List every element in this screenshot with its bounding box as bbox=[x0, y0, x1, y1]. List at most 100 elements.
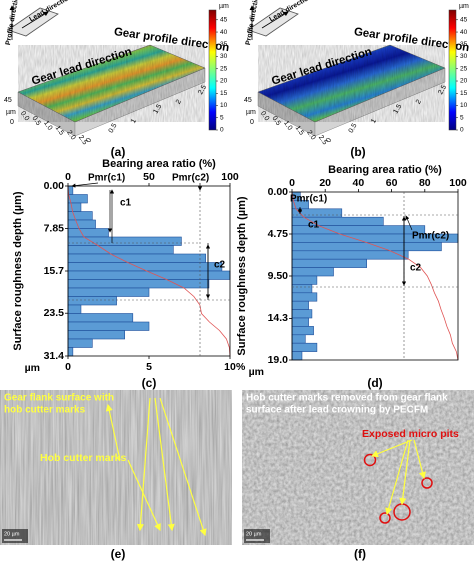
bar bbox=[291, 275, 318, 285]
x2-tick-label: 100 bbox=[221, 171, 239, 183]
annotation: c1 bbox=[120, 198, 132, 209]
z-max: 45 bbox=[244, 97, 252, 104]
y-tick-label: 0.5 bbox=[348, 122, 359, 134]
x2-tick-label: 0 bbox=[289, 177, 295, 189]
caption-line: surface after lead crowning by PECFM bbox=[246, 405, 428, 416]
bar bbox=[67, 219, 96, 229]
z-min: 0 bbox=[10, 119, 14, 126]
x-tick-label: 2.0 bbox=[305, 129, 316, 141]
x-tick-label: 1.5 bbox=[54, 125, 65, 137]
annotation-arrow bbox=[71, 182, 99, 188]
x-tick-label: 2.5 bbox=[77, 134, 88, 146]
bar bbox=[67, 296, 117, 306]
colorbar-tick-label: 45 bbox=[460, 17, 468, 24]
x-tick-label: 10 bbox=[224, 361, 236, 373]
x2-axis-title: Bearing area ratio (%) bbox=[328, 164, 442, 176]
y-tick-label: 9.50 bbox=[268, 270, 289, 282]
colorbar-tick-label: 35 bbox=[460, 41, 468, 48]
pit-marker bbox=[421, 477, 433, 489]
bar bbox=[291, 300, 309, 310]
bar bbox=[67, 304, 82, 314]
x2-tick-label: 0 bbox=[65, 171, 71, 183]
x-tick-label: 2.0 bbox=[65, 129, 76, 141]
bar bbox=[67, 287, 150, 297]
x2-tick-label: 100 bbox=[449, 177, 467, 189]
bar bbox=[291, 334, 306, 344]
marks-label: Hob cutter marks bbox=[40, 452, 127, 464]
colorbar-tick-label: 25 bbox=[220, 65, 228, 72]
surface-texture bbox=[258, 45, 445, 122]
x-tick-label: 0.0 bbox=[259, 110, 270, 122]
x-tick-label: 1.0 bbox=[42, 120, 53, 132]
colorbar-tick-label: 35 bbox=[220, 41, 228, 48]
bar bbox=[291, 326, 314, 336]
y-tick-label: 2 bbox=[415, 99, 423, 106]
panel-label: (f) bbox=[354, 547, 366, 561]
panel-label: (a) bbox=[111, 145, 126, 159]
bar bbox=[67, 228, 109, 238]
y-tick-label: 7.85 bbox=[44, 222, 65, 234]
x2-tick-label: 80 bbox=[419, 177, 431, 189]
colorbar-tick-label: 5 bbox=[220, 114, 224, 121]
colorbar-tick-label: 40 bbox=[460, 29, 468, 36]
pit-marker bbox=[379, 512, 391, 524]
annotation: c2 bbox=[214, 260, 226, 271]
icon-arrow bbox=[21, 11, 49, 29]
annotation: Pmr(c2) bbox=[412, 231, 449, 242]
pointer-line bbox=[399, 439, 411, 506]
bar bbox=[67, 245, 174, 255]
bar bbox=[291, 317, 309, 327]
bar bbox=[291, 309, 313, 319]
y-tick-label: 2 bbox=[175, 99, 183, 106]
annotation: Pmr(c1) bbox=[88, 173, 125, 184]
y-tick-label: 31.4 bbox=[44, 350, 65, 362]
bar bbox=[67, 330, 126, 340]
bar bbox=[67, 253, 206, 263]
icon-arrow bbox=[261, 11, 289, 29]
y-tick-label: 0.00 bbox=[44, 180, 65, 192]
annotation: Pmr(c1) bbox=[290, 194, 327, 205]
colorbar-unit: µm bbox=[219, 3, 229, 10]
caption-line: hob cutter marks bbox=[4, 405, 86, 416]
x2-axis-title: Bearing area ratio (%) bbox=[102, 158, 216, 170]
pit-marker bbox=[363, 453, 377, 467]
bar bbox=[67, 321, 150, 331]
annotation-arrow bbox=[405, 215, 413, 231]
x-tick-label: 1.5 bbox=[294, 125, 305, 137]
y-unit: µm bbox=[249, 366, 264, 378]
x-tick-label: 0.0 bbox=[19, 110, 30, 122]
colorbar-tick-label: 0 bbox=[460, 127, 464, 134]
colorbar-tick-label: 15 bbox=[220, 90, 228, 97]
pointer-line bbox=[159, 397, 207, 537]
bar bbox=[291, 267, 334, 277]
annotation: c1 bbox=[308, 220, 320, 231]
pointer-line bbox=[136, 397, 151, 532]
colorbar bbox=[448, 9, 457, 131]
scale-label: 20 µm bbox=[246, 531, 262, 537]
surface-texture bbox=[18, 45, 205, 122]
y-tick-label: 4.75 bbox=[268, 228, 289, 240]
x-tick-label: 0.5 bbox=[30, 115, 41, 127]
y-tick-label: 14.3 bbox=[268, 312, 289, 324]
y-tick-label: 0.00 bbox=[268, 186, 289, 198]
marks-label: Exposed micro pits bbox=[362, 428, 459, 440]
z-unit: µm bbox=[6, 109, 16, 116]
z-unit: µm bbox=[246, 109, 256, 116]
y-tick-label: 0.5 bbox=[108, 122, 119, 134]
bearing-curve bbox=[67, 185, 231, 357]
bar bbox=[67, 236, 182, 246]
bar bbox=[67, 202, 82, 212]
x2-tick-label: 60 bbox=[386, 177, 398, 189]
colorbar-tick-label: 45 bbox=[220, 17, 228, 24]
panel-label: (b) bbox=[350, 145, 365, 159]
y-tick-label: 1.5 bbox=[392, 103, 403, 115]
colorbar-tick-label: 10 bbox=[460, 102, 468, 109]
bar bbox=[291, 351, 303, 361]
annotation: c2 bbox=[410, 263, 422, 274]
y-tick-label: 1 bbox=[130, 118, 138, 125]
colorbar-tick-label: 25 bbox=[460, 65, 468, 72]
pointer-line bbox=[105, 403, 121, 461]
bar bbox=[67, 211, 93, 221]
colorbar-tick-label: 0 bbox=[220, 127, 224, 134]
y-tick-label: 2.5 bbox=[437, 84, 448, 96]
